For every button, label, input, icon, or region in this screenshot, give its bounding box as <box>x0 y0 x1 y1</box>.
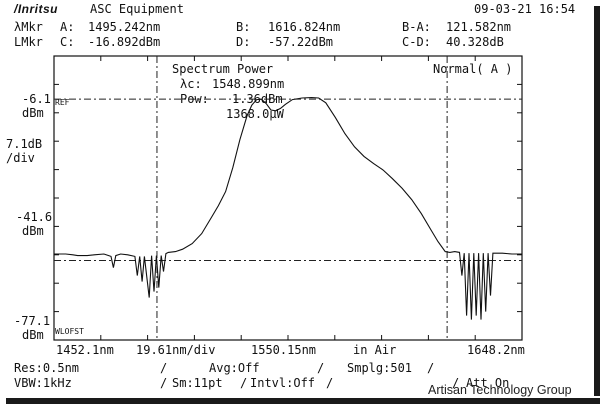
spectrum-trace <box>54 97 522 320</box>
equipment-title: ASC Equipment <box>90 2 184 16</box>
center-wl-value: 1548.899nm <box>212 77 285 91</box>
watermark: Artisan Technology Group <box>428 383 572 397</box>
display-mode: Normal( A ) <box>433 62 513 76</box>
medium-setting: in Air <box>353 343 397 357</box>
wavelength-offset-tag: WLOFST <box>55 327 84 336</box>
separator-slash: / <box>317 361 325 375</box>
plot-grid <box>53 55 523 341</box>
stop-wavelength: 1648.2nm <box>467 343 525 357</box>
average-setting: Avg:Off <box>209 361 260 375</box>
separator-slash: / <box>160 361 168 375</box>
spectrum-power-title: Spectrum Power <box>172 62 274 76</box>
power-microwatt: 1368.0μW <box>226 107 284 121</box>
power-value: 1.36dBm <box>232 92 283 106</box>
power-label: Pow: <box>180 92 209 106</box>
bottom-level-value: -77.1 <box>14 314 51 328</box>
marker-d-label: D: <box>236 35 251 49</box>
ref-tag: REF <box>55 98 70 107</box>
mid-level-value: -41.6 <box>16 210 53 224</box>
separator-slash: / <box>160 376 168 390</box>
frame-shadow-right <box>594 6 600 396</box>
scale-unit: /div <box>6 151 35 165</box>
marker-c-label: C: <box>60 35 75 49</box>
span-per-div: 19.61nm/div <box>136 343 216 357</box>
attenuator-setting: Att On <box>466 376 510 390</box>
separator-slash: / <box>452 376 460 390</box>
ref-level-value: -6.1 <box>22 92 51 106</box>
scale-value: 7.1dB <box>6 137 43 151</box>
marker-a-label: A: <box>60 20 75 34</box>
separator-slash: / <box>240 376 248 390</box>
marker-cd-value: 40.328dB <box>446 35 504 49</box>
marker-d-value: -57.22dBm <box>268 35 334 49</box>
resolution-setting: Res:0.5nm <box>14 361 80 375</box>
mid-level-unit: dBm <box>22 224 44 238</box>
wavelength-marker-label: λMkr <box>14 20 43 34</box>
start-wavelength: 1452.1nm <box>56 343 114 357</box>
bottom-level-unit: dBm <box>22 328 44 342</box>
separator-slash: / <box>427 361 435 375</box>
marker-b-label: B: <box>236 20 251 34</box>
marker-lines <box>54 56 522 340</box>
smoothing-setting: Sm:11pt <box>172 376 223 390</box>
marker-ba-label: B-A: <box>402 20 431 34</box>
interval-setting: Intvl:Off <box>250 376 316 390</box>
marker-cd-label: C-D: <box>402 35 431 49</box>
sampling-setting: Smplg:501 <box>347 361 413 375</box>
center-wl-label: λc: <box>180 77 202 91</box>
level-marker-label: LMkr <box>14 35 43 49</box>
vbw-setting: VBW:1kHz <box>14 376 72 390</box>
marker-c-value: -16.892dBm <box>88 35 161 49</box>
anritsu-logo: /Inritsu <box>14 2 59 16</box>
center-wavelength: 1550.15nm <box>251 343 317 357</box>
separator-slash: / <box>326 376 334 390</box>
date-time: 09-03-21 16:54 <box>474 2 576 16</box>
marker-b-value: 1616.824nm <box>268 20 341 34</box>
ref-level-unit: dBm <box>22 106 44 120</box>
plot-frame <box>53 55 523 341</box>
frame-shadow-bottom <box>6 398 600 404</box>
marker-a-value: 1495.242nm <box>88 20 161 34</box>
marker-ba-value: 121.582nm <box>446 20 512 34</box>
